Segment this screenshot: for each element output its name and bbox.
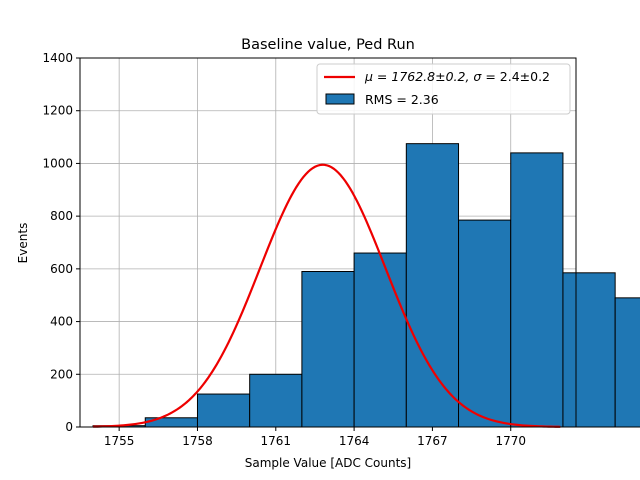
- histogram-bar-10: [614, 297, 640, 428]
- legend-fit-label-sigma-value: = 2.4±0.2: [481, 69, 550, 84]
- legend-histogram-swatch: [325, 93, 355, 105]
- legend-fit-label-sigma-symbol: σ: [473, 69, 482, 84]
- x-tick-label-5: 1770: [495, 434, 526, 448]
- y-axis-label: Events: [16, 223, 30, 264]
- histogram-bar-7: [458, 219, 512, 428]
- histogram-bar-4: [301, 270, 355, 428]
- x-tick-label-4: 1767: [417, 434, 448, 448]
- y-tick-label-4: 800: [50, 209, 73, 223]
- x-tick-label-0: 1755: [104, 434, 135, 448]
- fit-curve-layer: [93, 163, 561, 428]
- x-axis-ticks: 1755 1758 1761 1764 1767 1770: [104, 427, 526, 448]
- legend-histogram-label: RMS = 2.36: [365, 92, 439, 107]
- y-tick-label-3: 600: [50, 262, 73, 276]
- legend-box: [316, 63, 571, 115]
- y-tick-label-1: 200: [50, 367, 73, 381]
- legend-fit-label-mu: μ = 1762.8±0.2,: [364, 69, 473, 84]
- histogram-bar-6: [405, 143, 460, 428]
- gaussian-fit-curve: [93, 163, 561, 428]
- y-tick-label-5: 1000: [42, 156, 73, 170]
- plot-frame: [79, 57, 577, 428]
- x-tick-label-3: 1764: [339, 434, 370, 448]
- y-axis-ticks: 0 200 400 600 800 1000 1200 1400: [42, 51, 80, 434]
- x-tick-label-2: 1761: [261, 434, 292, 448]
- legend: μ = 1762.8±0.2, σ = 2.4±0.2 RMS = 2.36: [316, 63, 571, 115]
- histogram-bar-3: [249, 373, 303, 428]
- histogram-bar-2: [196, 393, 251, 428]
- y-tick-label-0: 0: [65, 420, 73, 434]
- x-axis-label: Sample Value [ADC Counts]: [245, 456, 411, 470]
- chart-title: Baseline value, Ped Run: [241, 37, 415, 53]
- y-tick-label-2: 400: [50, 315, 73, 329]
- histogram-bar-5: [353, 252, 407, 428]
- histogram-bar-8: [510, 152, 564, 428]
- y-tick-label-7: 1400: [42, 51, 73, 65]
- histogram-bars: [92, 143, 640, 428]
- histogram-bar-9: [562, 272, 616, 428]
- legend-fit-label: μ = 1762.8±0.2, σ = 2.4±0.2: [364, 69, 550, 84]
- x-tick-label-1: 1758: [182, 434, 213, 448]
- y-tick-label-6: 1200: [42, 104, 73, 118]
